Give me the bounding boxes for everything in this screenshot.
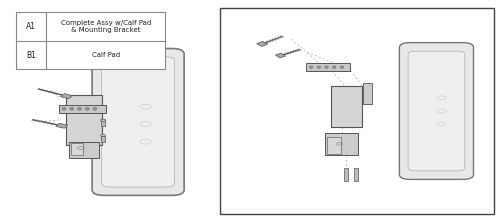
Polygon shape <box>256 42 268 46</box>
Bar <box>69 142 99 158</box>
Bar <box>344 168 348 181</box>
Polygon shape <box>60 94 72 99</box>
FancyBboxPatch shape <box>102 57 174 187</box>
Text: Calf Pad: Calf Pad <box>92 52 120 58</box>
Ellipse shape <box>317 66 320 68</box>
Ellipse shape <box>310 66 313 68</box>
Bar <box>66 95 102 145</box>
Circle shape <box>100 119 105 121</box>
Bar <box>220 8 493 214</box>
Ellipse shape <box>70 107 73 110</box>
Bar <box>102 136 105 142</box>
Bar <box>327 137 341 154</box>
Text: Complete Assy w/Calf Pad
& Mounting Bracket: Complete Assy w/Calf Pad & Mounting Brac… <box>60 20 151 33</box>
FancyBboxPatch shape <box>92 49 184 195</box>
Text: B1: B1 <box>26 51 36 59</box>
Ellipse shape <box>325 66 328 68</box>
Polygon shape <box>276 53 285 58</box>
Polygon shape <box>56 123 68 128</box>
FancyBboxPatch shape <box>408 51 465 171</box>
Ellipse shape <box>332 66 336 68</box>
Bar <box>354 168 358 181</box>
Ellipse shape <box>62 107 66 110</box>
Bar <box>363 83 372 104</box>
Ellipse shape <box>78 107 82 110</box>
Text: A1: A1 <box>26 22 36 31</box>
Bar <box>324 133 358 155</box>
Bar <box>71 143 84 155</box>
Bar <box>16 12 166 69</box>
Bar <box>306 63 350 71</box>
Bar <box>59 105 106 113</box>
FancyBboxPatch shape <box>400 43 473 179</box>
Ellipse shape <box>93 107 97 110</box>
Bar <box>331 86 362 127</box>
Bar <box>102 120 105 126</box>
Ellipse shape <box>340 66 344 68</box>
Ellipse shape <box>85 107 89 110</box>
Circle shape <box>100 135 105 137</box>
